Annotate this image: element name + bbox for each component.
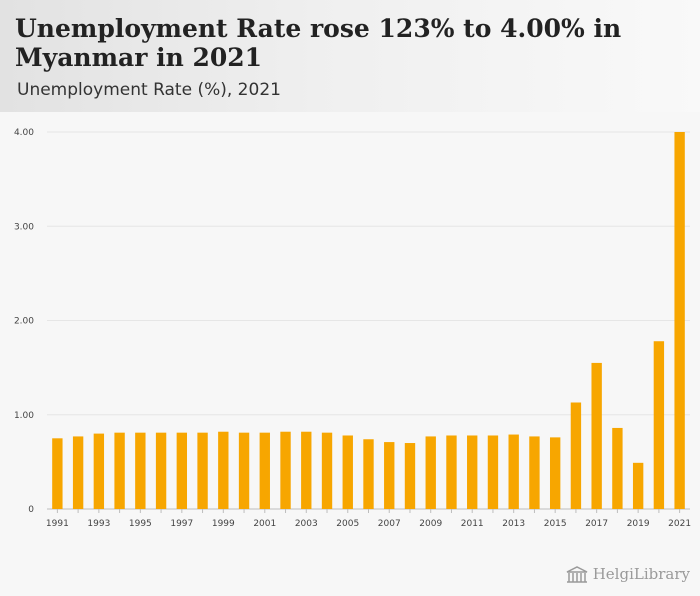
bar — [570, 402, 582, 509]
bar — [259, 432, 270, 509]
x-tick-label: 1995 — [129, 519, 152, 529]
y-tick-label: 2.00 — [14, 317, 34, 327]
x-tick-label: 2003 — [295, 519, 318, 529]
x-tick-label: 1993 — [87, 519, 110, 529]
y-tick-label: 0 — [28, 505, 34, 515]
bar — [384, 442, 395, 509]
bar — [93, 433, 105, 509]
x-tick-label: 1999 — [212, 519, 235, 529]
bar — [529, 436, 540, 509]
x-tick-label: 2009 — [419, 519, 442, 529]
bar — [612, 427, 623, 509]
bar — [155, 432, 167, 509]
bar — [238, 432, 250, 509]
bar — [72, 436, 84, 509]
x-tick-label: 2005 — [336, 519, 359, 529]
bar — [176, 432, 188, 509]
bar — [487, 435, 499, 509]
bar — [674, 132, 685, 509]
x-tick-label: 2011 — [461, 519, 484, 529]
bar — [467, 435, 478, 509]
y-tick-label: 3.00 — [14, 222, 34, 232]
bar — [218, 431, 229, 509]
bar — [363, 439, 374, 509]
bar — [404, 443, 416, 509]
header: Unemployment Rate rose 123% to 4.00% in … — [0, 0, 700, 112]
bar — [197, 432, 208, 509]
x-tick-label: 2017 — [585, 519, 608, 529]
bar — [342, 435, 353, 509]
bar — [425, 436, 436, 509]
bar — [114, 432, 125, 509]
x-tick-label: 2001 — [253, 519, 276, 529]
x-tick-label: 1991 — [46, 519, 69, 529]
chart-subtitle: Unemployment Rate (%), 2021 — [17, 80, 281, 100]
bar — [508, 434, 519, 509]
bar — [52, 438, 63, 509]
x-tick-label: 2007 — [378, 519, 401, 529]
bar-chart: 0 1.00 2.00 3.00 4.00 1991 1993 1995 1997 1999 200… — [14, 128, 691, 529]
x-tick-label: 1997 — [170, 519, 193, 529]
chart-title: Unemployment Rate rose 123% to 4.00% in … — [15, 14, 622, 72]
x-tick-label: 2015 — [544, 519, 567, 529]
helgi-library-logo[interactable]: HelgiLibrary — [565, 565, 690, 583]
x-tick-label: 2021 — [668, 519, 691, 529]
bar — [135, 432, 146, 509]
logo-text: HelgiLibrary — [592, 565, 690, 583]
bar — [632, 462, 644, 509]
x-tick-label: 2019 — [627, 519, 650, 529]
y-tick-label: 4.00 — [14, 128, 34, 138]
bar — [653, 341, 665, 509]
bar — [446, 435, 457, 509]
y-tick-label: 1.00 — [14, 411, 34, 421]
bar — [591, 362, 602, 509]
bar — [321, 432, 333, 509]
bar — [301, 431, 312, 509]
library-building-icon — [566, 566, 588, 583]
x-tick-label: 2013 — [502, 519, 525, 529]
bar — [549, 437, 561, 509]
bar — [280, 431, 291, 509]
